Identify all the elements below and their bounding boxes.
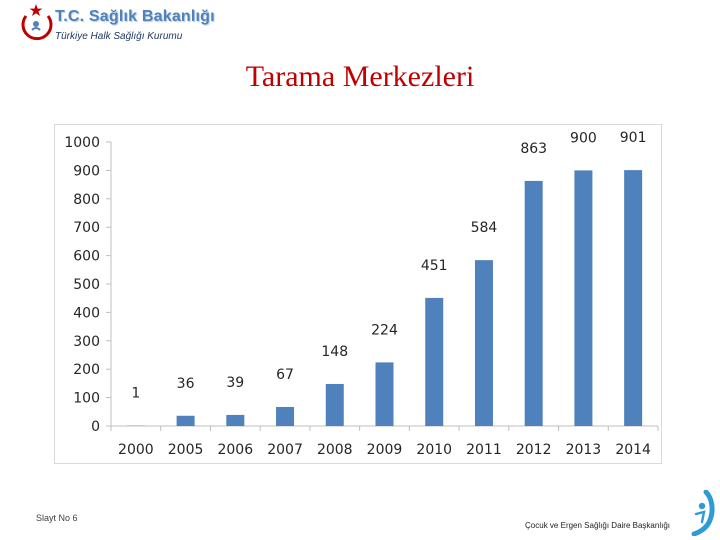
child-figure-icon [691,490,715,536]
bar [574,170,593,426]
y-tick-label: 0 [91,419,100,435]
x-tick-label: 2007 [267,442,303,458]
bar [176,415,195,426]
bar [624,170,643,426]
x-tick-label: 2000 [118,442,154,458]
data-label: 1 [131,386,140,402]
y-tick-label: 400 [73,305,100,321]
bar [474,260,493,426]
x-tick-label: 2005 [168,442,204,458]
bar [276,406,295,426]
org-subtitle: Türkiye Halk Sağlığı Kurumu [55,31,183,42]
data-label: 148 [321,344,348,360]
y-tick-label: 1000 [64,135,100,151]
x-tick-label: 2012 [516,442,552,458]
slide-number: Slayt No 6 [36,513,78,523]
bar [425,297,444,426]
header: T.C. Sağlık Bakanlığı Türkiye Halk Sağlı… [18,2,278,46]
x-tick-label: 2011 [466,442,502,458]
y-tick-label: 600 [73,249,100,265]
bar-chart: 0 100 200 300 400 500 600 700 800 900 1000 2000 1 200… [64,130,659,458]
chart-frame: 0 100 200 300 400 500 600 700 800 900 1000 2000 1 200… [54,124,662,464]
data-label: 901 [620,130,647,146]
y-tick-label: 100 [73,391,100,407]
data-label: 39 [226,375,244,391]
y-tick-label: 700 [73,220,100,236]
bar [226,414,245,426]
y-tick-label: 900 [73,163,100,179]
data-label: 584 [471,220,498,236]
y-tick-label: 500 [73,277,100,293]
bar [375,362,394,426]
y-tick-label: 200 [73,362,100,378]
data-label: 451 [421,258,448,274]
x-tick-label: 2010 [416,442,452,458]
org-name: T.C. Sağlık Bakanlığı [55,8,215,25]
slide-title: Tarama Merkezleri [245,60,475,93]
data-label: 224 [371,322,398,338]
data-label: 900 [570,130,597,146]
department-name: Çocuk ve Ergen Sağlığı Daire Başkanlığı [525,521,670,530]
x-tick-label: 2008 [317,442,353,458]
y-tick-label: 300 [73,334,100,350]
x-tick-label: 2013 [566,442,602,458]
x-tick-label: 2006 [217,442,253,458]
x-tick-label: 2014 [615,442,651,458]
data-label: 863 [520,141,547,157]
data-label: 67 [276,367,294,383]
bar [524,180,543,426]
crescent-star-logo-icon [21,4,53,41]
bar [325,383,344,426]
x-tick-label: 2009 [367,442,403,458]
y-tick-label: 800 [73,192,100,208]
data-label: 36 [177,376,195,392]
